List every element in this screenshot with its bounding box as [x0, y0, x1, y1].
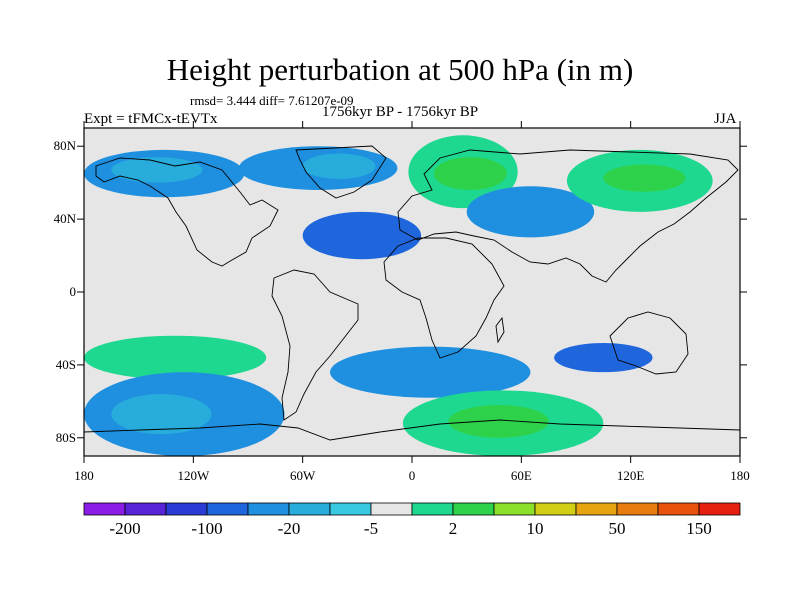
- colorbar-label: 150: [686, 519, 712, 538]
- region-pacific-northwest-positive: [87, 200, 194, 227]
- coast-greenland: [295, 145, 387, 199]
- coast-australia: [609, 311, 689, 375]
- colorbar-swatch: [247, 502, 290, 516]
- lat-tick-label: 40S: [55, 356, 76, 372]
- axis-ticks: [77, 121, 747, 463]
- coastlines: [84, 145, 740, 441]
- experiment-label: Expt = tFMCx-tEVTx: [84, 111, 218, 127]
- colorbar-swatch: [493, 502, 536, 516]
- colorbar-label: 50: [608, 519, 626, 538]
- coast-madagascar: [495, 316, 505, 344]
- coast-eurasia: [397, 149, 739, 283]
- colorbar-swatch: [370, 502, 413, 516]
- colorbar-swatch: [124, 502, 167, 516]
- coast-north-america: [95, 157, 279, 267]
- region-north-pacific-negative-core: [111, 157, 203, 183]
- lon-tick-label: 180: [74, 468, 94, 483]
- region-indian-ocean-negative: [554, 343, 653, 373]
- colorbar-label: -20: [277, 519, 301, 538]
- colorbar-label: -100: [191, 519, 223, 538]
- lat-tick-label: 80S: [55, 429, 76, 445]
- region-south-pacific-negative-core: [111, 394, 212, 435]
- region-south-pacific-positive: [84, 335, 267, 380]
- colorbar-swatch: [329, 502, 372, 516]
- region-west-siberia-negative: [466, 186, 595, 238]
- colorbar-label: 10: [526, 519, 544, 538]
- stats-line: rmsd= 3.444 diff= 7.61207e-09: [190, 93, 354, 108]
- lat-tick-label: 80N: [53, 138, 76, 154]
- colorbar-swatch: [534, 502, 577, 516]
- colorbar-swatch: [698, 502, 741, 516]
- field-layer: [84, 135, 740, 456]
- region-north-atlantic-negative: [302, 211, 422, 260]
- coast-africa: [383, 237, 505, 359]
- coast-antarctica: [84, 419, 740, 441]
- lon-tick-label: 0: [408, 468, 416, 483]
- lat-tick-label: 40N: [53, 211, 76, 227]
- region-southern-ocean-positive-core: [448, 404, 549, 438]
- colorbar-swatch: [657, 502, 700, 516]
- region-east-siberia-positive-core: [603, 164, 686, 192]
- region-southeast-asia-positive: [590, 219, 646, 256]
- colorbar-swatch: [165, 502, 208, 516]
- region-scandinavia-positive-core: [433, 157, 507, 190]
- season-label: JJA: [714, 111, 737, 127]
- lon-tick-label: 120E: [616, 468, 645, 483]
- lon-tick-label: 60E: [510, 468, 532, 483]
- region-south-atlantic-negative: [330, 346, 531, 398]
- region-tasman-positive: [648, 335, 740, 438]
- chart-title: Height perturbation at 500 hPa (in m): [166, 52, 634, 87]
- colorbar-label: 2: [448, 519, 458, 538]
- colorbar-swatch: [452, 502, 495, 516]
- colorbar: [83, 502, 741, 516]
- lon-tick-label: 180: [730, 468, 750, 483]
- period-label: 1756kyr BP - 1756kyr BP: [322, 104, 479, 120]
- colorbar-label: -5: [363, 519, 379, 538]
- lat-tick-label: 0: [69, 284, 77, 299]
- colorbar-swatch: [206, 502, 249, 516]
- colorbar-label: -200: [109, 519, 141, 538]
- region-greenland-negative-core: [302, 153, 376, 180]
- colorbar-swatch: [83, 502, 126, 516]
- coast-south-america: [271, 269, 359, 421]
- lon-tick-label: 120W: [177, 468, 210, 483]
- colorbar-swatch: [288, 502, 331, 516]
- colorbar-swatch: [411, 502, 454, 516]
- colorbar-swatch: [616, 502, 659, 516]
- colorbar-swatch: [575, 502, 618, 516]
- lon-tick-label: 60W: [290, 468, 316, 483]
